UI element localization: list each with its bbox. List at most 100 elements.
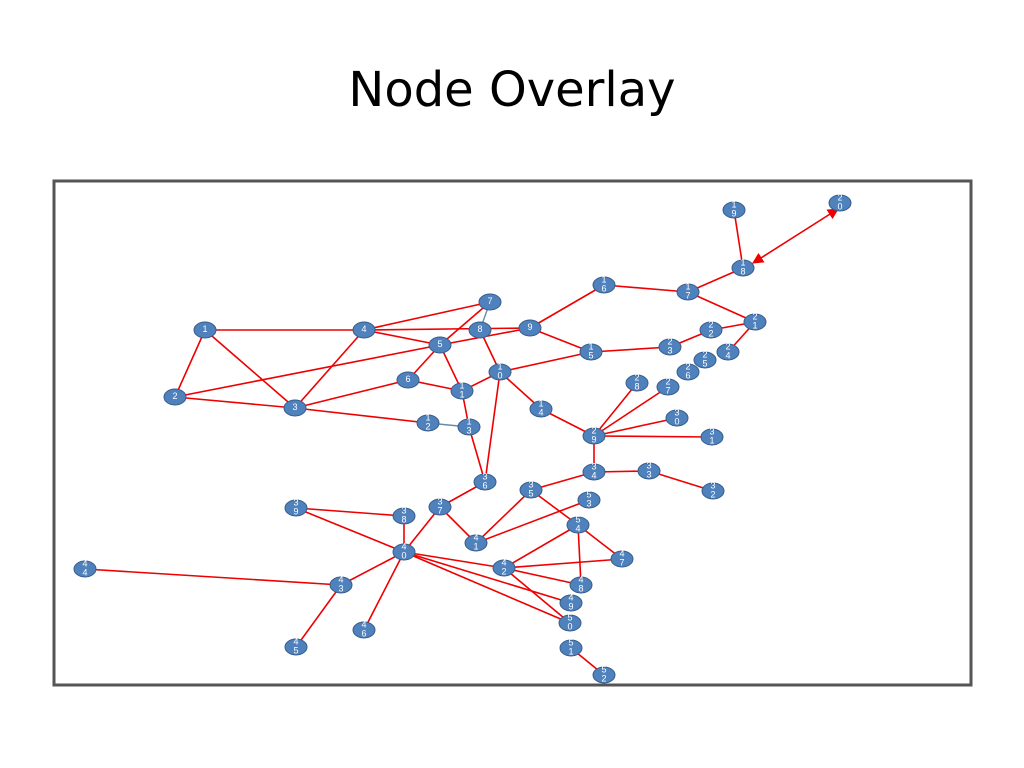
node-shape (468, 321, 492, 339)
node-label: 8 (477, 324, 482, 334)
node: 7 (478, 293, 502, 311)
node-shape (676, 363, 700, 381)
node-shape (558, 614, 582, 632)
node-shape (329, 576, 353, 594)
edge (499, 351, 592, 373)
node-shape (656, 378, 680, 396)
node-shape (478, 293, 502, 311)
node-shape (392, 543, 416, 561)
node-shape (428, 498, 452, 516)
node-label: 5 (437, 339, 442, 349)
edge (403, 551, 571, 624)
node-shape (450, 382, 474, 400)
node-shape (700, 428, 724, 446)
edge (593, 386, 669, 437)
edge (363, 301, 491, 331)
node-shape (488, 363, 512, 381)
node-shape (396, 371, 420, 389)
node-label: 2 (172, 391, 177, 401)
node-shape (559, 639, 583, 657)
node-shape (637, 462, 661, 480)
edge (687, 291, 756, 323)
edge (294, 407, 429, 424)
node: 3 (283, 399, 307, 417)
node-shape (731, 259, 755, 277)
edge (503, 558, 623, 569)
node: 1 (193, 321, 217, 339)
edge (475, 499, 590, 544)
edge (468, 426, 486, 483)
edge (403, 551, 505, 569)
node-shape (73, 560, 97, 578)
edge (503, 567, 571, 624)
node-shape (722, 201, 746, 219)
edge (295, 584, 342, 648)
edge (529, 284, 605, 329)
edge (340, 551, 405, 586)
node-shape (559, 594, 583, 612)
edge (503, 567, 582, 586)
edge (174, 396, 296, 409)
node-shape (416, 414, 440, 432)
node-shape (693, 351, 717, 369)
slide-title: Node Overlay (348, 62, 676, 118)
node-shape (392, 507, 416, 525)
edge (503, 524, 579, 569)
node-shape (193, 321, 217, 339)
node-shape (582, 427, 606, 445)
node: 9 (518, 319, 542, 337)
edge (295, 507, 405, 553)
node-shape (566, 516, 590, 534)
node-shape (743, 313, 767, 331)
edge (577, 524, 582, 586)
node-shape (428, 336, 452, 354)
